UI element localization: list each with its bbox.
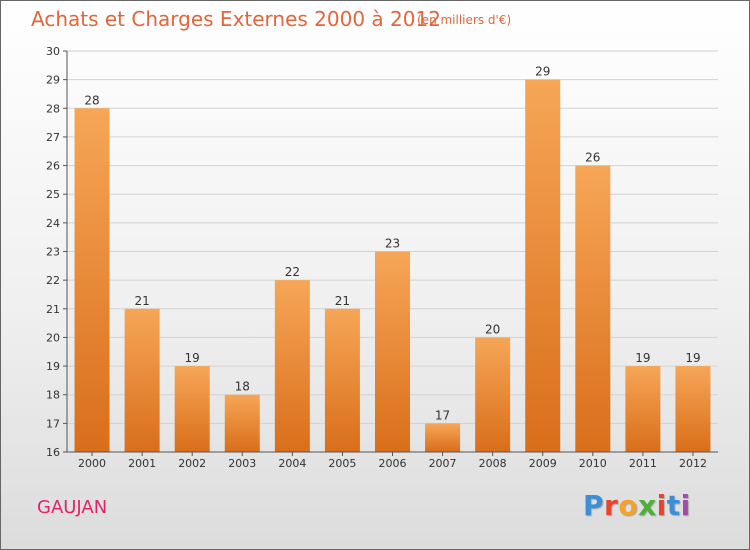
y-tick-label: 16 [46,446,60,459]
data-label: 19 [185,351,200,365]
y-tick-labels: 16 17 18 19 20 21 22 23 24 25 26 27 28 29 30 [46,45,60,459]
axes [66,51,718,456]
logo-letter: o [618,489,639,522]
x-tick-label: 2000 [78,457,106,470]
y-tick-label: 30 [46,45,60,58]
bar [375,251,410,452]
chart-title: Achats et Charges Externes 2000 à 2012 [31,7,441,31]
data-label: 29 [535,65,550,79]
y-tick-label: 19 [46,360,60,373]
data-label: 20 [485,322,500,336]
data-label: 19 [635,351,650,365]
commune-name: GAUJAN [37,497,108,518]
bar [324,308,360,452]
bar [525,79,561,453]
data-label: 21 [335,294,350,308]
x-tick-label: 2012 [679,457,707,470]
logo-letter: x [638,489,657,522]
bar [675,366,711,452]
y-tick-label: 21 [46,303,60,316]
bar [174,366,210,452]
bar [575,165,611,453]
x-tick-label: 2010 [579,457,607,470]
bar [74,108,110,453]
bar [475,337,511,452]
data-labels: 28 21 19 18 22 21 23 17 20 29 26 19 19 [84,65,700,423]
y-tick-label: 17 [46,417,60,430]
x-tick-label: 2011 [629,457,657,470]
bar [124,308,160,452]
x-tick-labels: 2000 2001 2002 2003 2004 2005 2006 2007 2008 2009… [78,457,707,470]
logo-letter: i [680,489,691,522]
data-label: 23 [385,237,400,251]
y-tick-label: 28 [46,102,60,115]
x-tick-label: 2007 [429,457,457,470]
proxiti-logo: Proxiti [583,489,691,522]
chart-unit-label: (en milliers d'€) [417,13,512,27]
bar [425,423,461,452]
x-tick-label: 2008 [479,457,507,470]
y-tick-label: 24 [46,217,60,230]
x-tick-label: 2001 [128,457,156,470]
y-tick-label: 22 [46,274,60,287]
bar [625,366,661,452]
x-tick-label: 2005 [328,457,356,470]
y-tick-label: 18 [46,389,60,402]
y-tick-label: 29 [46,74,60,87]
data-label: 22 [285,265,300,279]
x-tick-label: 2009 [529,457,557,470]
data-label: 18 [235,380,250,394]
data-label: 17 [435,408,450,422]
x-tick-label: 2006 [379,457,407,470]
logo-letter: r [604,489,619,522]
data-label: 21 [134,294,149,308]
logo-letter: i [656,489,667,522]
y-tick-label: 26 [46,160,60,173]
y-tick-label: 23 [46,246,60,259]
y-tick-label: 25 [46,188,60,201]
data-label: 19 [685,351,700,365]
data-label: 28 [84,93,99,107]
bar [274,280,310,452]
bar [224,394,260,452]
y-tick-label: 27 [46,131,60,144]
logo-letter: t [666,489,681,522]
x-tick-label: 2004 [278,457,306,470]
bars [74,79,711,453]
x-tick-label: 2003 [228,457,256,470]
logo-letter: P [583,489,605,522]
y-tick-label: 20 [46,331,60,344]
x-tick-label: 2002 [178,457,206,470]
data-label: 26 [585,151,600,165]
